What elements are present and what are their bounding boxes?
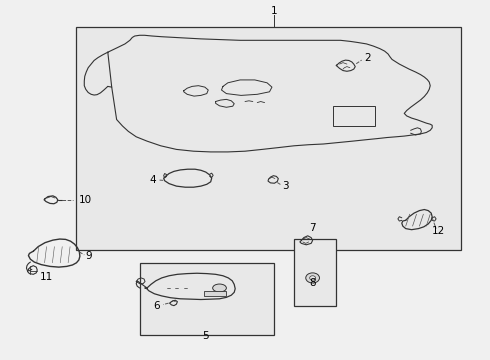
Text: 2: 2	[364, 53, 371, 63]
Text: 9: 9	[86, 251, 93, 261]
Text: 12: 12	[432, 226, 445, 236]
Text: 1: 1	[271, 6, 278, 16]
Text: 7: 7	[309, 222, 316, 233]
Bar	[294, 239, 336, 306]
Circle shape	[310, 276, 316, 280]
Text: 5: 5	[202, 330, 209, 341]
Text: 10: 10	[79, 195, 92, 205]
Text: 8: 8	[309, 278, 316, 288]
Bar	[140, 263, 274, 335]
Text: 11: 11	[40, 272, 53, 282]
Bar	[333, 106, 375, 126]
Text: 3: 3	[282, 181, 289, 191]
Bar	[76, 27, 461, 250]
Ellipse shape	[213, 284, 226, 292]
Circle shape	[306, 273, 319, 283]
Text: 6: 6	[153, 301, 160, 311]
Text: 4: 4	[149, 175, 156, 185]
Bar	[204, 291, 226, 296]
